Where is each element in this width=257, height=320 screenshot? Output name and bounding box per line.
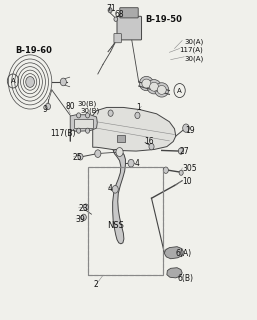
Bar — [88, 167, 163, 275]
Text: 71: 71 — [107, 4, 116, 13]
Polygon shape — [167, 268, 182, 278]
Text: NSS: NSS — [107, 221, 124, 230]
Polygon shape — [93, 108, 176, 151]
Text: 39: 39 — [76, 215, 85, 224]
Text: 10: 10 — [182, 177, 192, 186]
Polygon shape — [70, 115, 97, 141]
Text: A: A — [11, 78, 15, 84]
Text: 4: 4 — [107, 184, 112, 193]
FancyBboxPatch shape — [117, 16, 142, 40]
Circle shape — [81, 214, 86, 220]
Text: A: A — [177, 88, 182, 93]
Ellipse shape — [150, 82, 159, 91]
Polygon shape — [113, 149, 125, 244]
Text: 305: 305 — [182, 164, 197, 173]
Circle shape — [128, 159, 134, 167]
Circle shape — [112, 186, 118, 193]
Text: 6(B): 6(B) — [178, 274, 194, 283]
Text: 30(B): 30(B) — [77, 100, 97, 107]
Circle shape — [108, 110, 113, 116]
Circle shape — [26, 76, 34, 87]
Text: 117(B): 117(B) — [51, 129, 76, 138]
Polygon shape — [164, 247, 183, 259]
Circle shape — [78, 154, 83, 160]
Text: 25: 25 — [72, 153, 82, 162]
Text: 23: 23 — [79, 204, 88, 213]
Circle shape — [60, 78, 66, 86]
Text: 27: 27 — [180, 147, 189, 156]
Text: 4: 4 — [135, 159, 140, 168]
Text: 117(A): 117(A) — [180, 47, 203, 53]
Text: 9: 9 — [42, 106, 47, 115]
Circle shape — [163, 167, 168, 173]
Ellipse shape — [155, 83, 169, 97]
Text: 6(A): 6(A) — [176, 249, 192, 258]
Polygon shape — [74, 119, 93, 128]
FancyBboxPatch shape — [117, 134, 125, 141]
Text: B-19-60: B-19-60 — [15, 45, 52, 55]
Text: 19: 19 — [185, 126, 194, 135]
Text: 1: 1 — [136, 103, 141, 112]
Circle shape — [149, 143, 154, 150]
Text: 30(A): 30(A) — [185, 55, 204, 62]
Circle shape — [77, 128, 81, 133]
Ellipse shape — [147, 80, 161, 94]
Circle shape — [108, 8, 112, 13]
Circle shape — [83, 204, 88, 210]
Circle shape — [135, 112, 140, 119]
FancyBboxPatch shape — [114, 34, 121, 43]
Text: 2: 2 — [94, 280, 99, 289]
Circle shape — [116, 148, 123, 156]
Text: 30(B): 30(B) — [80, 108, 99, 114]
Circle shape — [95, 150, 101, 157]
Circle shape — [114, 17, 117, 21]
Circle shape — [86, 128, 90, 133]
Text: 16: 16 — [144, 137, 153, 146]
Circle shape — [179, 170, 183, 175]
Ellipse shape — [139, 76, 153, 91]
FancyBboxPatch shape — [120, 8, 138, 18]
Circle shape — [86, 113, 90, 118]
Ellipse shape — [142, 79, 151, 88]
Ellipse shape — [157, 85, 166, 94]
Circle shape — [178, 148, 183, 154]
Text: 68: 68 — [114, 10, 124, 19]
Circle shape — [45, 103, 51, 110]
Circle shape — [183, 124, 189, 132]
Text: 80: 80 — [66, 102, 76, 111]
Text: 30(A): 30(A) — [185, 39, 204, 45]
Text: B-19-50: B-19-50 — [145, 15, 182, 24]
Circle shape — [77, 113, 81, 118]
